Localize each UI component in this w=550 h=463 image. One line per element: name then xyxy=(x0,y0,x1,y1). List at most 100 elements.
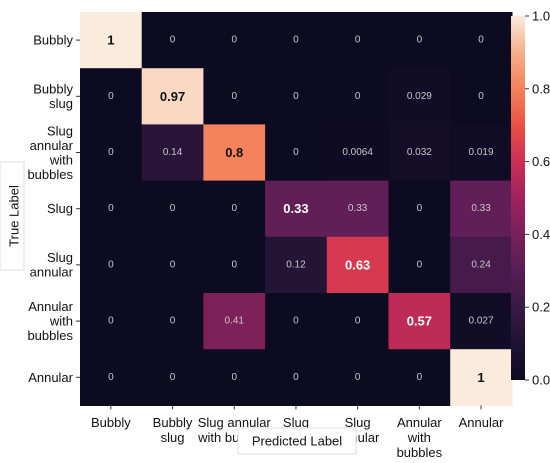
heatmap-cell xyxy=(326,293,390,350)
heatmap-cell xyxy=(265,293,328,350)
heatmap-cell xyxy=(265,124,328,182)
heatmap-cell xyxy=(203,124,266,182)
y-axis-title-group: True Label xyxy=(0,161,25,271)
heatmap-cell xyxy=(203,236,266,294)
y-tick-label: Annular xyxy=(28,370,73,385)
cell-value-label: 0 xyxy=(478,35,484,46)
y-tick-label: Slug xyxy=(47,250,73,265)
cell-labels: 1 0 0 0 0 0 0 0 0.97 0 0 0 0.029 0 0 0.14 0.8 0 0.0064 0.03… xyxy=(107,33,494,385)
y-tick-label: annular xyxy=(30,265,74,280)
cell-value-label: 0 xyxy=(108,259,114,270)
cell-value-label: 0 xyxy=(293,372,299,383)
cell-value-label: 0.0064 xyxy=(342,147,373,158)
heatmap-cell xyxy=(203,12,266,69)
cell-value-label: 0 xyxy=(170,35,176,46)
heatmap-cell xyxy=(141,236,204,294)
heatmap-cell xyxy=(141,293,204,350)
heatmap-cell xyxy=(450,68,513,125)
cell-value-label: 0 xyxy=(355,316,361,327)
cell-value-label: 0 xyxy=(417,372,423,383)
colorbar-tick-label: 0.2 xyxy=(532,300,550,315)
colorbar-gradient xyxy=(511,16,525,380)
heatmap-cell xyxy=(388,68,451,125)
cell-value-label: 1 xyxy=(477,370,484,385)
cell-value-label: 0.032 xyxy=(407,147,432,158)
x-tick-label: Annular xyxy=(459,415,504,430)
heatmap-cell xyxy=(326,68,390,125)
heatmap-cell xyxy=(450,12,513,69)
cell-value-label: 0 xyxy=(108,316,114,327)
heatmap-cell xyxy=(203,68,266,125)
y-tick-label: Annular xyxy=(28,299,73,314)
cell-value-label: 0 xyxy=(108,91,114,102)
y-axis-ticks: BubblyBubblyslugSlugannularwithbubblesSl… xyxy=(27,33,80,385)
cell-value-label: 0 xyxy=(108,203,114,214)
heatmap-cell xyxy=(80,68,143,125)
cell-value-label: 0 xyxy=(231,259,237,270)
heatmap-cell xyxy=(203,180,266,238)
heatmap-cell xyxy=(80,293,143,350)
cell-value-label: 0 xyxy=(293,316,299,327)
y-tick-label: Bubbly xyxy=(33,82,73,97)
x-tick-label: slug xyxy=(161,430,185,445)
cell-value-label: 0.14 xyxy=(163,147,183,158)
colorbar: 0.0 0.2 0.4 0.6 0.8 1.0 xyxy=(511,9,550,388)
y-axis-title: True Label xyxy=(7,185,22,247)
cell-value-label: 0 xyxy=(170,316,176,327)
x-tick-label: Annular xyxy=(397,415,442,430)
heatmap-cell xyxy=(80,236,143,294)
cell-value-label: 0 xyxy=(231,203,237,214)
heatmap-cell xyxy=(80,180,143,238)
heatmap-cell xyxy=(80,12,143,69)
heatmap-cell xyxy=(388,349,451,406)
heatmap-cell xyxy=(265,68,328,125)
y-tick-label: Slug xyxy=(47,123,73,138)
cell-value-label: 0 xyxy=(478,91,484,102)
colorbar-tick-label: 0.8 xyxy=(532,81,550,96)
cell-value-label: 0 xyxy=(108,147,114,158)
y-tick-label: with xyxy=(49,152,73,167)
cell-value-label: 0.029 xyxy=(407,91,432,102)
x-tick-label: bubbles xyxy=(397,445,443,460)
heatmap-cell xyxy=(388,293,451,350)
heatmap-cell xyxy=(450,124,513,182)
heatmap-cell xyxy=(265,349,328,406)
x-tick-label: Slug annular xyxy=(198,415,272,430)
heatmap-cell xyxy=(265,12,328,69)
heatmap-cell xyxy=(141,68,204,125)
x-tick-label: Bubbly xyxy=(91,415,131,430)
cell-value-label: 0.12 xyxy=(286,259,306,270)
heatmap-cell xyxy=(326,12,390,69)
cell-value-label: 0.97 xyxy=(160,89,185,104)
heatmap-cell xyxy=(141,180,204,238)
cell-value-label: 1 xyxy=(107,33,114,48)
y-tick-label: bubbles xyxy=(27,167,73,182)
heatmap-cell xyxy=(80,349,143,406)
y-tick-label: Bubbly xyxy=(33,33,73,48)
colorbar-tick-label: 0.0 xyxy=(532,373,550,388)
heatmap-cell xyxy=(141,12,204,69)
y-tick-label: annular xyxy=(30,138,74,153)
cell-value-label: 0 xyxy=(417,259,423,270)
heatmap-cell xyxy=(265,236,328,294)
cell-value-label: 0.24 xyxy=(471,259,491,270)
colorbar-tick-label: 0.4 xyxy=(532,227,550,242)
y-tick-label: Slug xyxy=(47,201,73,216)
cell-value-label: 0.63 xyxy=(345,257,370,272)
cell-value-label: 0 xyxy=(355,35,361,46)
x-axis-title-group: Predicted Label xyxy=(237,427,357,455)
x-tick-label: Slug xyxy=(345,415,371,430)
cell-value-label: 0.33 xyxy=(471,203,491,214)
cell-value-label: 0 xyxy=(170,372,176,383)
heatmap-cell xyxy=(141,124,204,182)
y-tick-label: with xyxy=(49,314,73,329)
heatmap-cell xyxy=(141,349,204,406)
cell-value-label: 0 xyxy=(417,35,423,46)
cell-value-label: 0.41 xyxy=(225,316,245,327)
heatmap-cell xyxy=(450,236,513,294)
cell-value-label: 0.33 xyxy=(348,203,368,214)
x-axis-title: Predicted Label xyxy=(252,434,342,449)
cell-value-label: 0 xyxy=(417,203,423,214)
cell-value-label: 0 xyxy=(293,35,299,46)
colorbar-tick-label: 0.6 xyxy=(532,154,550,169)
